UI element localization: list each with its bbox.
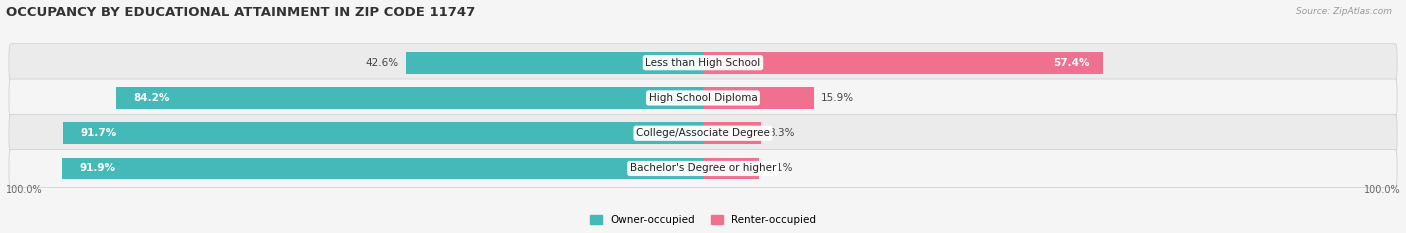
Text: High School Diploma: High School Diploma: [648, 93, 758, 103]
Text: Source: ZipAtlas.com: Source: ZipAtlas.com: [1296, 7, 1392, 16]
Text: 42.6%: 42.6%: [366, 58, 399, 68]
Bar: [63, 122, 703, 144]
Text: 15.9%: 15.9%: [821, 93, 853, 103]
Bar: [62, 158, 703, 179]
Text: 84.2%: 84.2%: [134, 93, 170, 103]
FancyBboxPatch shape: [8, 150, 1398, 187]
Bar: [115, 87, 703, 109]
FancyBboxPatch shape: [8, 44, 1398, 82]
Text: Less than High School: Less than High School: [645, 58, 761, 68]
Text: Bachelor's Degree or higher: Bachelor's Degree or higher: [630, 164, 776, 174]
Bar: [703, 122, 761, 144]
Bar: [406, 52, 703, 74]
Legend: Owner-occupied, Renter-occupied: Owner-occupied, Renter-occupied: [589, 215, 817, 225]
Text: 57.4%: 57.4%: [1053, 58, 1090, 68]
Text: 91.7%: 91.7%: [82, 128, 117, 138]
Text: 8.3%: 8.3%: [768, 128, 794, 138]
FancyBboxPatch shape: [8, 79, 1398, 117]
Text: 8.1%: 8.1%: [766, 164, 793, 174]
Text: 91.9%: 91.9%: [80, 164, 115, 174]
Text: OCCUPANCY BY EDUCATIONAL ATTAINMENT IN ZIP CODE 11747: OCCUPANCY BY EDUCATIONAL ATTAINMENT IN Z…: [6, 6, 475, 19]
Text: 100.0%: 100.0%: [6, 185, 42, 195]
Text: College/Associate Degree: College/Associate Degree: [636, 128, 770, 138]
Bar: [703, 87, 814, 109]
Bar: [703, 158, 759, 179]
Text: 100.0%: 100.0%: [1364, 185, 1400, 195]
FancyBboxPatch shape: [8, 114, 1398, 152]
Bar: [703, 52, 1104, 74]
